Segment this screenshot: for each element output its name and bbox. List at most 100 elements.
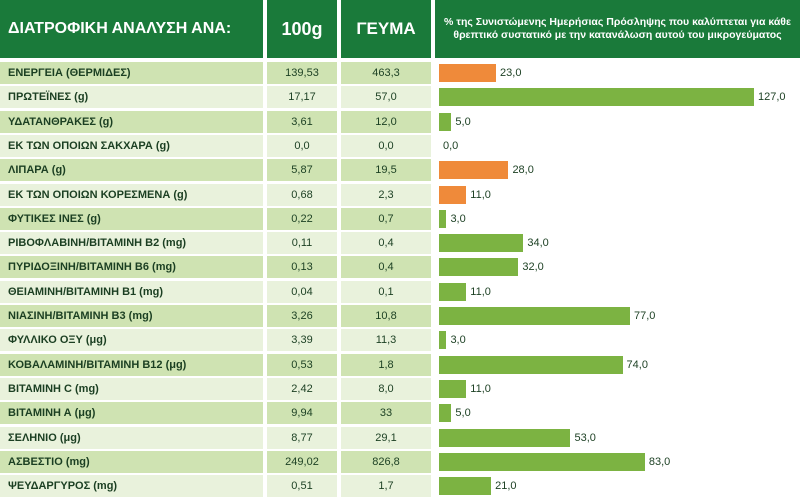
nutrient-name: ΘΕΙΑΜΙΝΗ/ΒΙΤΑΜΙΝΗ Β1 (mg) xyxy=(0,280,263,303)
value-per-meal: 0,4 xyxy=(341,256,431,279)
table-row: ΣΕΛΗΝΙΟ (μg) 8,77 29,1 53,0 xyxy=(0,426,800,449)
table-row: ΠΥΡΙΔΟΞΙΝΗ/ΒΙΤΑΜΙΝΗ Β6 (mg) 0,13 0,4 32,0 xyxy=(0,256,800,279)
value-per-100g: 17,17 xyxy=(267,86,337,109)
percent-label: 127,0 xyxy=(758,91,786,104)
nutrient-name: ΦΥΛΛΙΚΟ ΟΞΥ (μg) xyxy=(0,329,263,352)
table-row: ΦΥΛΛΙΚΟ ΟΞΥ (μg) 3,39 11,3 3,0 xyxy=(0,329,800,352)
value-per-100g: 0,53 xyxy=(267,353,337,376)
nutrient-name: ΠΥΡΙΔΟΞΙΝΗ/ΒΙΤΑΜΙΝΗ Β6 (mg) xyxy=(0,256,263,279)
percent-bar xyxy=(439,161,509,180)
nutrient-name: ΕΚ ΤΩΝ ΟΠΟΙΩΝ ΚΟΡΕΣΜΕΝΑ (g) xyxy=(0,183,263,206)
nutrient-name: ΠΡΩΤΕΪΝΕΣ (g) xyxy=(0,86,263,109)
table-row: ΘΕΙΑΜΙΝΗ/ΒΙΤΑΜΙΝΗ Β1 (mg) 0,04 0,1 11,0 xyxy=(0,280,800,303)
table-row: ΝΙΑΣΙΝΗ/ΒΙΤΑΜΙΝΗ Β3 (mg) 3,26 10,8 77,0 xyxy=(0,305,800,327)
nutrient-name: ΕΚ ΤΩΝ ΟΠΟΙΩΝ ΣΑΚΧΑΡΑ (g) xyxy=(0,134,263,157)
table-row: ΕΚ ΤΩΝ ΟΠΟΙΩΝ ΚΟΡΕΣΜΕΝΑ (g) 0,68 2,3 11,0 xyxy=(0,183,800,206)
value-per-100g: 8,77 xyxy=(267,426,337,449)
value-per-meal: 10,8 xyxy=(341,305,431,327)
value-per-meal: 33 xyxy=(341,402,431,425)
percent-bar xyxy=(439,331,447,350)
percent-bar xyxy=(439,379,467,398)
percent-label: 0,0 xyxy=(443,139,459,152)
nutrient-name: ΕΝΕΡΓΕΙΑ (ΘΕΡΜΙΔΕΣ) xyxy=(0,62,263,84)
percent-label: 28,0 xyxy=(512,164,534,177)
nutrient-name: ΒΙΤΑΜΙΝΗ C (mg) xyxy=(0,377,263,400)
table-row: ΛΙΠΑΡΑ (g) 5,87 19,5 28,0 xyxy=(0,159,800,182)
percent-label: 5,0 xyxy=(455,407,471,420)
percent-label: 5,0 xyxy=(455,115,471,128)
header-percent-description: % της Συνιστώμενης Ημερήσιας Πρόσληψης π… xyxy=(435,0,800,58)
value-per-100g: 0,04 xyxy=(267,280,337,303)
value-per-100g: 0,22 xyxy=(267,207,337,230)
value-per-100g: 9,94 xyxy=(267,402,337,425)
table-row: ΕΚ ΤΩΝ ΟΠΟΙΩΝ ΣΑΚΧΑΡΑ (g) 0,0 0,0 0,0 xyxy=(0,134,800,157)
percent-bar xyxy=(439,234,524,253)
percent-label: 34,0 xyxy=(527,237,549,250)
value-per-100g: 0,68 xyxy=(267,183,337,206)
value-per-meal: 0,1 xyxy=(341,280,431,303)
value-per-100g: 0,0 xyxy=(267,134,337,157)
percent-label: 11,0 xyxy=(470,188,491,201)
percent-label: 53,0 xyxy=(574,431,596,444)
percent-bar xyxy=(439,428,571,447)
header-100g: 100g xyxy=(267,0,337,58)
percent-label: 23,0 xyxy=(500,67,522,79)
nutrient-name: ΣΕΛΗΝΙΟ (μg) xyxy=(0,426,263,449)
percent-bar xyxy=(439,112,452,131)
percent-bar xyxy=(439,258,519,277)
table-row: ΠΡΩΤΕΪΝΕΣ (g) 17,17 57,0 127,0 xyxy=(0,86,800,109)
nutrient-name: ΦΥΤΙΚΕΣ ΙΝΕΣ (g) xyxy=(0,207,263,230)
percent-label: 83,0 xyxy=(648,455,671,468)
value-per-100g: 0,11 xyxy=(267,232,337,255)
table-row: ΕΝΕΡΓΕΙΑ (ΘΕΡΜΙΔΕΣ) 139,53 463,3 23,0 xyxy=(0,62,800,84)
percent-bar xyxy=(439,282,467,301)
value-per-100g: 2,42 xyxy=(267,377,337,400)
percent-bar xyxy=(439,307,630,325)
table-row: ΦΥΤΙΚΕΣ ΙΝΕΣ (g) 0,22 0,7 3,0 xyxy=(0,207,800,230)
value-per-100g: 3,61 xyxy=(267,110,337,133)
percent-label: 21,0 xyxy=(495,480,517,493)
nutrient-name: ΥΔΑΤΑΝΘΡΑΚΕΣ (g) xyxy=(0,110,263,133)
percent-bar xyxy=(439,477,492,496)
value-per-100g: 139,53 xyxy=(267,62,337,84)
table-row: ΒΙΤΑΜΙΝΗ Α (μg) 9,94 33 5,0 xyxy=(0,402,800,425)
percent-label: 11,0 xyxy=(470,285,491,298)
value-per-meal: 1,7 xyxy=(341,475,431,498)
table-row: ΥΔΑΤΑΝΘΡΑΚΕΣ (g) 3,61 12,0 5,0 xyxy=(0,110,800,133)
percent-label: 32,0 xyxy=(522,261,544,274)
value-per-meal: 0,7 xyxy=(341,207,431,230)
nutrient-name: ΡΙΒΟΦΛΑΒΙΝΗ/ΒΙΤΑΜΙΝΗ Β2 (mg) xyxy=(0,232,263,255)
nutrient-name: ΨΕΥΔΑΡΓΥΡΟΣ (mg) xyxy=(0,475,263,498)
value-per-100g: 3,26 xyxy=(267,305,337,327)
percent-bar xyxy=(439,209,447,228)
percent-label: 3,0 xyxy=(450,212,466,225)
table-row: ΚΟΒΑΛΑΜΙΝΗ/ΒΙΤΑΜΙΝΗ Β12 (μg) 0,53 1,8 74,0 xyxy=(0,353,800,376)
value-per-meal: 0,4 xyxy=(341,232,431,255)
value-per-meal: 19,5 xyxy=(341,159,431,182)
nutrient-name: ΛΙΠΑΡΑ (g) xyxy=(0,159,263,182)
value-per-100g: 249,02 xyxy=(267,450,337,473)
value-per-meal: 29,1 xyxy=(341,426,431,449)
table-row: ΒΙΤΑΜΙΝΗ C (mg) 2,42 8,0 11,0 xyxy=(0,377,800,400)
table-row: ΡΙΒΟΦΛΑΒΙΝΗ/ΒΙΤΑΜΙΝΗ Β2 (mg) 0,11 0,4 34,0 xyxy=(0,232,800,255)
value-per-meal: 2,3 xyxy=(341,183,431,206)
value-per-100g: 0,13 xyxy=(267,256,337,279)
percent-label: 11,0 xyxy=(470,382,491,395)
value-per-100g: 3,39 xyxy=(267,329,337,352)
percent-bar xyxy=(439,404,452,423)
value-per-meal: 0,0 xyxy=(341,134,431,157)
percent-label: 77,0 xyxy=(633,310,656,322)
value-per-meal: 57,0 xyxy=(341,86,431,109)
value-per-100g: 0,51 xyxy=(267,475,337,498)
percent-label: 3,0 xyxy=(450,334,466,347)
nutrient-name: ΚΟΒΑΛΑΜΙΝΗ/ΒΙΤΑΜΙΝΗ Β12 (μg) xyxy=(0,353,263,376)
header-meal: ΓΕΥΜΑ xyxy=(341,0,431,58)
value-per-meal: 12,0 xyxy=(341,110,431,133)
nutrient-name: ΒΙΤΑΜΙΝΗ Α (μg) xyxy=(0,402,263,425)
nutrient-name: ΑΣΒΕΣΤΙΟ (mg) xyxy=(0,450,263,473)
table-row: ΨΕΥΔΑΡΓΥΡΟΣ (mg) 0,51 1,7 21,0 xyxy=(0,475,800,498)
percent-bar xyxy=(439,64,497,82)
table-row: ΑΣΒΕΣΤΙΟ (mg) 249,02 826,8 83,0 xyxy=(0,450,800,473)
value-per-meal: 1,8 xyxy=(341,353,431,376)
percent-bar xyxy=(439,88,754,107)
